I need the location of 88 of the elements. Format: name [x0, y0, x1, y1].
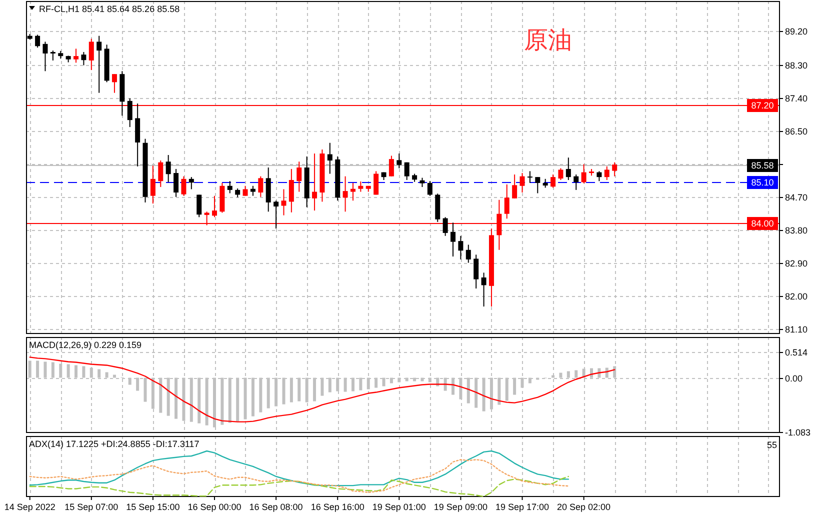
- x-tick-label: 19 Sep 09:00: [434, 502, 488, 512]
- y-tick-label: 83.80: [785, 226, 808, 236]
- candlestick: [158, 160, 164, 188]
- candlestick: [174, 168, 179, 198]
- candlestick: [196, 194, 202, 218]
- candlestick: [150, 165, 156, 204]
- candlestick: [88, 38, 94, 71]
- candlestick: [166, 154, 171, 183]
- candlestick: [204, 211, 210, 226]
- ref-label-text: 87.20: [751, 100, 774, 110]
- candlestick: [358, 180, 364, 192]
- ref-label-text: 84.00: [751, 218, 774, 228]
- y-tick-label: 82.00: [785, 292, 808, 302]
- candlestick: [474, 254, 479, 289]
- candlestick: [81, 52, 86, 66]
- y-tick-label: 0.00: [785, 374, 803, 384]
- candlestick: [227, 180, 232, 194]
- candlestick: [288, 168, 294, 213]
- y-tick-label: 88.30: [785, 60, 808, 70]
- title: MACD(12,26,9) 0.229 0.159: [29, 340, 142, 350]
- annotation: 原油: [524, 27, 572, 54]
- candlestick: [242, 185, 248, 196]
- candlestick: [481, 272, 486, 308]
- y-tick-label: 81.10: [785, 324, 808, 334]
- ref-label-text: 85.10: [751, 178, 774, 188]
- candlestick: [581, 164, 586, 184]
- candlestick: [520, 172, 525, 194]
- candlestick: [74, 48, 79, 64]
- candlestick: [527, 170, 532, 184]
- candlestick: [504, 184, 510, 220]
- candlestick: [181, 176, 186, 196]
- candlestick: [374, 170, 379, 196]
- candlestick: [596, 170, 602, 182]
- x-tick-label: 16 Sep 00:00: [188, 502, 242, 512]
- candlestick: [442, 216, 448, 236]
- candlestick: [466, 244, 471, 264]
- candlestick: [350, 182, 356, 202]
- x-tick-label: 16 Sep 16:00: [310, 502, 364, 512]
- x-tick-label: 15 Sep 15:00: [126, 502, 180, 512]
- candlestick: [574, 174, 579, 190]
- candlestick: [296, 161, 302, 192]
- candlestick: [327, 142, 332, 174]
- x-tick-label: 20 Sep 02:00: [557, 502, 611, 512]
- ref-label-text: 85.58: [751, 160, 774, 170]
- candlestick: [404, 162, 410, 181]
- candlestick: [512, 174, 518, 199]
- y-tick-label: 87.40: [785, 94, 808, 104]
- candlestick: [612, 162, 618, 177]
- candlestick: [274, 200, 279, 230]
- candlestick: [112, 74, 117, 94]
- candlestick: [458, 235, 464, 260]
- y-tick-label: 89.20: [785, 26, 808, 36]
- candlestick: [50, 50, 56, 61]
- candlestick: [388, 155, 394, 177]
- candlestick: [420, 177, 425, 188]
- y-tick-label: 84.70: [785, 192, 808, 202]
- title: RF-CL,H1 85.41 85.64 85.26 85.58: [39, 4, 180, 14]
- candlestick: [188, 176, 194, 190]
- candlestick: [250, 185, 256, 196]
- candlestick: [281, 188, 286, 216]
- candlestick: [35, 34, 40, 48]
- annotation: 55: [766, 440, 777, 450]
- title: ADX(14) 17.1225 +DI:24.8855 -DI:17.3117: [29, 439, 200, 449]
- candlestick: [312, 153, 318, 212]
- candlestick: [450, 222, 456, 257]
- candlestick: [558, 168, 564, 181]
- candlestick: [535, 176, 540, 194]
- candlestick: [496, 199, 502, 250]
- y-tick-label: 82.90: [785, 258, 808, 268]
- candlestick: [258, 176, 264, 198]
- y-tick-label: -1.083: [785, 428, 811, 438]
- x-tick-label: 15 Sep 07:00: [64, 502, 118, 512]
- candlestick: [396, 153, 402, 169]
- candlestick: [604, 166, 610, 181]
- x-tick-label: 19 Sep 01:00: [372, 502, 426, 512]
- candlestick: [96, 35, 102, 94]
- candlestick: [550, 174, 556, 188]
- x-tick-label: 16 Sep 08:00: [249, 502, 303, 512]
- candlestick: [566, 157, 571, 181]
- y-tick-label: 86.50: [785, 126, 808, 136]
- candlestick: [42, 41, 48, 72]
- candlestick: [342, 176, 348, 212]
- candlestick: [127, 98, 132, 128]
- x-tick-label: 19 Sep 17:00: [495, 502, 550, 512]
- candlestick: [212, 195, 217, 218]
- candlestick: [427, 180, 432, 196]
- x-tick-label: 14 Sep 2022: [4, 502, 56, 512]
- y-tick-label: 0.514: [785, 348, 808, 358]
